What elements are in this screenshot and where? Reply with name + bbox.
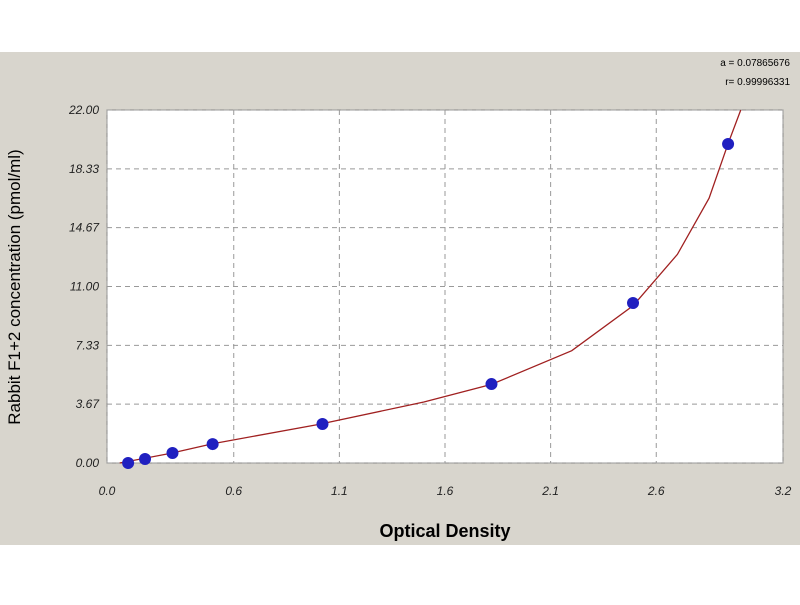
- fit-curve: [119, 109, 742, 464]
- y-tick-label: 11.00: [70, 280, 99, 294]
- data-point: [722, 138, 735, 151]
- data-point: [122, 457, 135, 469]
- data-point: [316, 418, 329, 431]
- x-tick-label: 1.1: [331, 484, 348, 498]
- y-tick-label: 22.00: [68, 103, 99, 117]
- data-point: [627, 297, 640, 310]
- annotation: r= 0.99996331: [725, 77, 790, 88]
- y-tick-label: 7.33: [76, 338, 100, 352]
- y-tick-label: 0.00: [76, 456, 100, 470]
- data-point: [485, 378, 498, 391]
- x-tick-label: 2.6: [647, 484, 665, 498]
- y-tick-label: 18.33: [69, 162, 99, 176]
- x-tick-label: 2.1: [541, 484, 559, 498]
- y-tick-label: 3.67: [76, 397, 101, 411]
- x-tick-label: 1.6: [437, 484, 454, 498]
- x-tick-label: 0.0: [99, 484, 116, 498]
- x-axis-label: Optical Density: [379, 521, 510, 541]
- x-tick-label: 0.6: [225, 484, 242, 498]
- y-tick-label: 14.67: [69, 221, 100, 235]
- y-axis-label: Rabbit F1+2 concentration (pmol/ml): [5, 149, 24, 424]
- data-point: [206, 438, 219, 451]
- annotation: a = 0.07865676: [720, 58, 790, 69]
- data-point: [166, 447, 179, 460]
- data-point: [139, 452, 152, 465]
- x-tick-label: 3.2: [775, 484, 792, 498]
